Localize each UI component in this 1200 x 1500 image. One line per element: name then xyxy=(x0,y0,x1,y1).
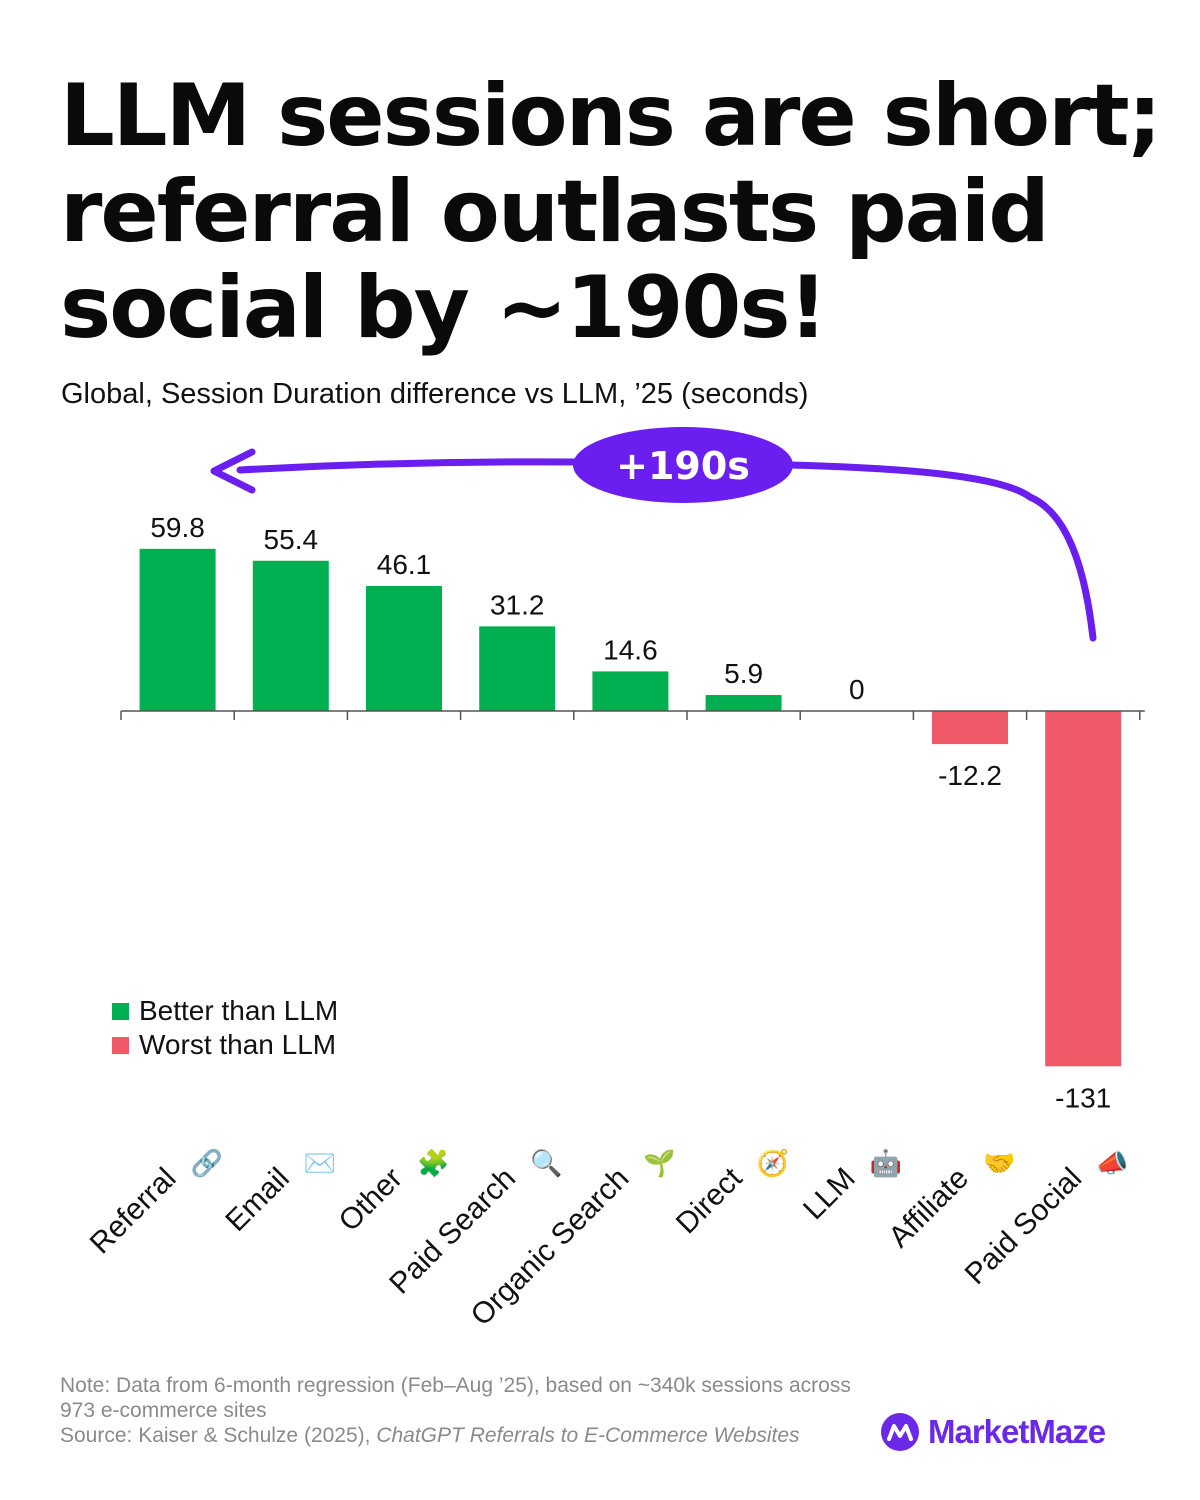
legend-label-worse: Worst than LLM xyxy=(139,1029,337,1060)
bar-direct xyxy=(705,694,782,711)
source-title: ChatGPT Referrals to E-Commerce Websites xyxy=(376,1424,800,1447)
bar-chart: 59.8 55.4 46.1 31.2 14.6 5.9 0 -12.2 -131 Referr… xyxy=(84,427,1145,1332)
puzzle-piece-icon: 🧩 xyxy=(417,1148,449,1178)
difference-annotation: +190s xyxy=(210,427,1097,642)
envelope-icon: ✉️ xyxy=(304,1148,336,1178)
category-label: Other xyxy=(333,1162,409,1238)
legend-item-worse: Worst than LLM xyxy=(112,1028,338,1062)
brand-mark-icon xyxy=(881,1413,919,1451)
category-label: Email xyxy=(219,1162,295,1238)
x-axis xyxy=(120,710,1145,720)
bar-organic-search xyxy=(592,671,669,711)
value-label: 46.1 xyxy=(377,549,432,580)
category-label: Direct xyxy=(670,1161,749,1240)
annotation-arrow-line xyxy=(236,458,1097,642)
source-prefix: Source: Kaiser & Schulze (2025), xyxy=(60,1424,377,1447)
value-label: 59.8 xyxy=(150,512,205,543)
annotation-label: +190s xyxy=(616,444,750,488)
bar-paid-social xyxy=(1045,711,1122,1067)
category-label: LLM xyxy=(797,1162,862,1227)
value-labels-group: 59.8 55.4 46.1 31.2 14.6 5.9 0 -12.2 -131 xyxy=(150,512,1111,1113)
footnote: Note: Data from 6-month regression (Feb–… xyxy=(60,1373,860,1448)
bar-paid-search xyxy=(479,626,556,711)
value-label: 55.4 xyxy=(264,524,319,555)
page-title: LLM sessions are short; referral outlast… xyxy=(60,66,1162,358)
value-label: -131 xyxy=(1055,1082,1111,1113)
chart-legend: Better than LLM Worst than LLM xyxy=(112,994,338,1062)
value-label: 5.9 xyxy=(724,658,763,689)
seedling-icon: 🌱 xyxy=(643,1148,675,1178)
magnifying-glass-icon: 🔍 xyxy=(530,1146,562,1178)
legend-swatch-better xyxy=(112,1002,129,1020)
megaphone-icon: 📣 xyxy=(1096,1148,1128,1178)
footnote-note: Note: Data from 6-month regression (Feb–… xyxy=(60,1374,851,1422)
chain-link-icon: 🔗 xyxy=(191,1147,223,1179)
handshake-icon: 🤝 xyxy=(983,1148,1015,1178)
compass-icon: 🧭 xyxy=(757,1148,789,1178)
category-label: Referral xyxy=(84,1162,183,1261)
value-label: 0 xyxy=(849,674,865,705)
category-labels-group: Referral 🔗Email ✉️Other 🧩Paid Search 🔍Organi… xyxy=(84,1146,1129,1332)
chart-subtitle: Global, Session Duration difference vs L… xyxy=(61,378,809,410)
bar-email xyxy=(252,560,329,711)
footnote-source: Source: Kaiser & Schulze (2025), ChatGPT… xyxy=(60,1423,860,1448)
bar-referral xyxy=(139,548,216,711)
bar-other xyxy=(366,585,442,711)
brand-name: MarketMaze xyxy=(928,1413,1106,1450)
value-label: -12.2 xyxy=(938,760,1002,791)
brand-logo: MarketMaze xyxy=(880,1412,1106,1452)
legend-item-better: Better than LLM xyxy=(112,994,338,1028)
value-label: 31.2 xyxy=(490,589,545,620)
annotation-badge xyxy=(573,427,793,503)
legend-swatch-worse xyxy=(112,1036,129,1054)
bar-affiliate xyxy=(932,711,1008,745)
value-label: 14.6 xyxy=(603,634,658,665)
category-label: Paid Social xyxy=(959,1162,1088,1291)
robot-icon: 🤖 xyxy=(870,1148,902,1178)
bars-group xyxy=(139,548,1122,1067)
legend-label-better: Better than LLM xyxy=(139,995,339,1026)
annotation-arrowhead xyxy=(210,448,256,494)
